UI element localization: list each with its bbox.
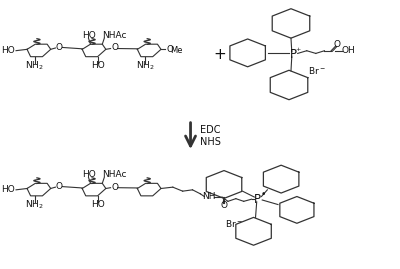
- Text: NH$_2$: NH$_2$: [136, 59, 154, 72]
- Text: +: +: [295, 47, 300, 52]
- Text: HO: HO: [91, 61, 104, 70]
- Text: HO: HO: [1, 185, 15, 194]
- Text: O: O: [166, 45, 173, 54]
- Text: NH$_2$: NH$_2$: [25, 199, 44, 211]
- Text: P: P: [254, 193, 261, 206]
- Text: O: O: [56, 182, 63, 191]
- Text: O: O: [111, 183, 118, 192]
- Text: O: O: [334, 40, 340, 49]
- Text: HO: HO: [91, 200, 104, 209]
- Text: O: O: [56, 43, 63, 52]
- Text: NH$_2$: NH$_2$: [25, 59, 44, 72]
- Text: OH: OH: [341, 46, 355, 55]
- Text: NH: NH: [202, 192, 216, 201]
- Text: Br$^-$: Br$^-$: [225, 218, 243, 229]
- Text: +: +: [214, 47, 226, 62]
- Text: O: O: [111, 44, 118, 52]
- Text: HO: HO: [82, 31, 95, 40]
- Text: Br$^-$: Br$^-$: [308, 65, 326, 76]
- Text: NHAc: NHAc: [102, 170, 126, 179]
- Text: O: O: [220, 201, 228, 210]
- Text: HO: HO: [82, 170, 95, 179]
- Text: Me: Me: [170, 46, 182, 55]
- Text: EDC
NHS: EDC NHS: [200, 125, 221, 147]
- Text: HO: HO: [1, 46, 15, 55]
- Text: P: P: [290, 48, 296, 61]
- Text: NHAc: NHAc: [102, 31, 126, 40]
- Text: •: •: [260, 190, 266, 199]
